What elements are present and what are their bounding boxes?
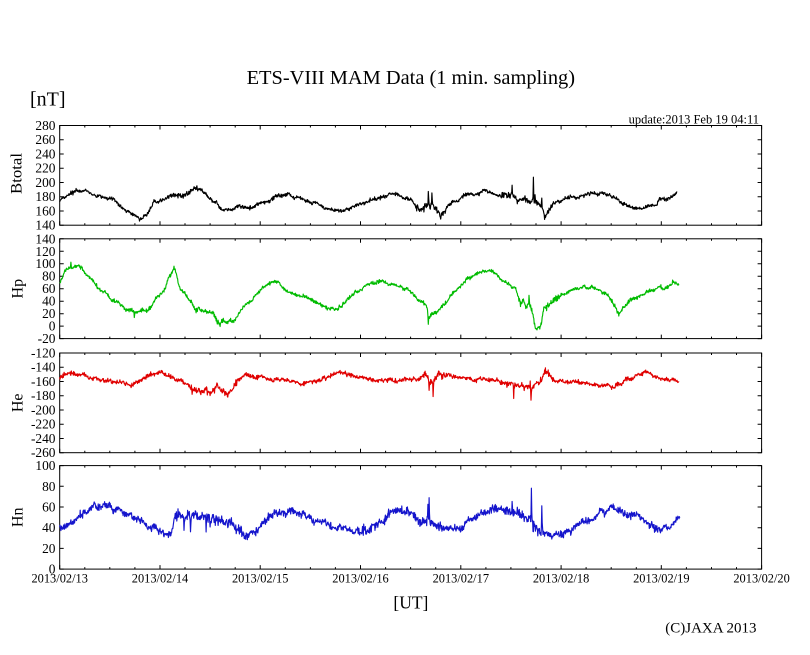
svg-text:ETS-VIII MAM Data (1 min. samp: ETS-VIII MAM Data (1 min. sampling) — [247, 67, 575, 89]
svg-text:(C)JAXA 2013: (C)JAXA 2013 — [665, 620, 756, 636]
svg-text:60: 60 — [42, 281, 56, 296]
svg-text:-240: -240 — [31, 431, 56, 446]
svg-text:80: 80 — [42, 479, 56, 494]
svg-text:-260: -260 — [31, 445, 56, 460]
svg-text:2013/02/18: 2013/02/18 — [533, 572, 589, 586]
svg-text:2013/02/20: 2013/02/20 — [733, 572, 789, 586]
svg-text:2013/02/17: 2013/02/17 — [433, 572, 489, 586]
svg-text:260: 260 — [35, 132, 55, 147]
svg-text:-220: -220 — [31, 417, 56, 432]
svg-text:[UT]: [UT] — [393, 592, 428, 612]
svg-text:20: 20 — [42, 541, 56, 556]
svg-text:160: 160 — [35, 204, 55, 219]
svg-text:-180: -180 — [31, 388, 56, 403]
svg-text:-140: -140 — [31, 360, 56, 375]
svg-text:update:2013 Feb 19 04:11: update:2013 Feb 19 04:11 — [629, 113, 759, 127]
svg-text:2013/02/13: 2013/02/13 — [31, 572, 87, 586]
svg-text:100: 100 — [35, 256, 55, 271]
svg-text:180: 180 — [35, 189, 55, 204]
svg-text:120: 120 — [35, 244, 55, 259]
svg-text:2013/02/19: 2013/02/19 — [633, 572, 689, 586]
svg-text:-120: -120 — [31, 346, 56, 361]
svg-text:-20: -20 — [38, 331, 56, 346]
svg-text:Hn: Hn — [9, 508, 26, 528]
svg-text:60: 60 — [42, 500, 56, 515]
svg-text:2013/02/16: 2013/02/16 — [332, 572, 388, 586]
svg-text:40: 40 — [42, 520, 56, 535]
svg-text:100: 100 — [35, 458, 55, 473]
svg-text:140: 140 — [35, 231, 55, 246]
svg-text:[nT]: [nT] — [30, 89, 66, 111]
svg-text:280: 280 — [35, 118, 55, 133]
svg-text:2013/02/14: 2013/02/14 — [132, 572, 188, 586]
svg-text:-160: -160 — [31, 374, 56, 389]
svg-text:240: 240 — [35, 147, 55, 162]
svg-text:80: 80 — [42, 269, 56, 284]
svg-text:220: 220 — [35, 161, 55, 176]
svg-text:-200: -200 — [31, 403, 56, 418]
svg-text:0: 0 — [49, 562, 56, 577]
svg-text:0: 0 — [49, 319, 56, 334]
svg-text:He: He — [9, 393, 26, 412]
svg-text:40: 40 — [42, 294, 56, 309]
svg-text:Btotal: Btotal — [9, 152, 26, 194]
svg-text:140: 140 — [35, 218, 55, 233]
svg-text:200: 200 — [35, 175, 55, 190]
svg-text:2013/02/15: 2013/02/15 — [232, 572, 288, 586]
svg-text:Hp: Hp — [9, 279, 26, 299]
svg-text:20: 20 — [42, 306, 56, 321]
